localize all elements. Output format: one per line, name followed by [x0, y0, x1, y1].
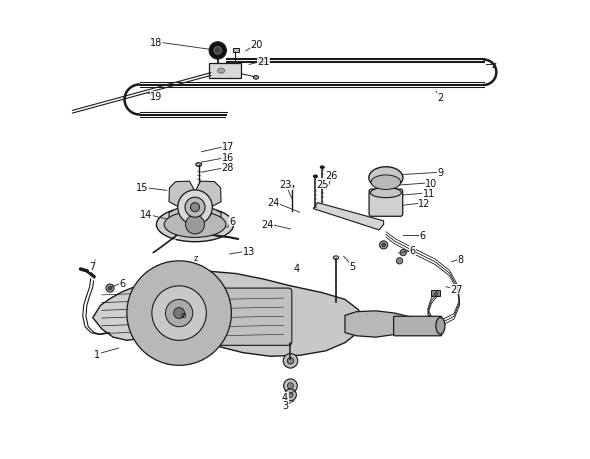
Text: 24: 24	[261, 219, 274, 229]
Ellipse shape	[290, 186, 294, 188]
Text: 26: 26	[325, 171, 337, 181]
Text: 12: 12	[418, 198, 431, 208]
Text: ø: ø	[181, 310, 186, 319]
Text: 6: 6	[119, 278, 125, 288]
Text: 21: 21	[257, 57, 270, 67]
Polygon shape	[93, 287, 165, 341]
Circle shape	[152, 286, 206, 341]
Circle shape	[106, 285, 114, 292]
Text: 15: 15	[136, 183, 148, 193]
Text: 25: 25	[316, 179, 329, 189]
FancyBboxPatch shape	[394, 317, 442, 336]
Text: 8: 8	[458, 254, 464, 264]
Text: 23: 23	[280, 180, 292, 190]
Polygon shape	[191, 204, 221, 234]
Text: 6: 6	[419, 230, 425, 241]
Text: 2: 2	[437, 93, 444, 103]
Polygon shape	[313, 203, 384, 230]
Text: 3: 3	[282, 400, 288, 410]
Circle shape	[214, 47, 222, 55]
Text: 7: 7	[90, 262, 96, 272]
Text: 24: 24	[267, 197, 280, 207]
Ellipse shape	[314, 176, 317, 178]
Ellipse shape	[196, 163, 202, 167]
Circle shape	[178, 190, 212, 225]
Circle shape	[108, 286, 112, 290]
Text: 9: 9	[437, 168, 444, 178]
Circle shape	[223, 226, 231, 233]
Ellipse shape	[218, 69, 225, 74]
Ellipse shape	[436, 318, 445, 335]
Text: 14: 14	[140, 210, 152, 219]
Text: 4: 4	[282, 392, 288, 402]
Ellipse shape	[253, 76, 258, 80]
Circle shape	[382, 244, 385, 247]
FancyBboxPatch shape	[369, 190, 403, 217]
Circle shape	[288, 392, 293, 397]
Text: 13: 13	[242, 246, 255, 256]
Text: 6: 6	[230, 216, 235, 226]
Polygon shape	[345, 311, 413, 337]
Text: 19: 19	[150, 92, 162, 102]
Polygon shape	[163, 271, 362, 357]
Bar	[431, 290, 440, 297]
Circle shape	[379, 241, 388, 249]
Circle shape	[284, 379, 297, 393]
Text: 16: 16	[222, 153, 234, 163]
Circle shape	[283, 354, 298, 368]
Bar	[233, 49, 239, 53]
Circle shape	[287, 358, 294, 364]
Circle shape	[287, 383, 293, 389]
Text: 28: 28	[222, 163, 234, 173]
Ellipse shape	[369, 168, 403, 189]
Circle shape	[165, 300, 193, 327]
Circle shape	[173, 308, 185, 319]
Ellipse shape	[371, 175, 401, 190]
FancyBboxPatch shape	[209, 64, 241, 79]
Text: 5: 5	[350, 262, 356, 272]
Ellipse shape	[164, 212, 226, 238]
Text: 20: 20	[250, 40, 263, 50]
Polygon shape	[169, 204, 199, 234]
Circle shape	[400, 250, 407, 256]
Text: z: z	[491, 61, 496, 70]
Circle shape	[191, 203, 199, 212]
Ellipse shape	[156, 208, 234, 242]
Text: 17: 17	[222, 141, 234, 151]
FancyBboxPatch shape	[205, 288, 292, 346]
Polygon shape	[191, 182, 221, 211]
Circle shape	[396, 258, 403, 264]
Text: 18: 18	[150, 38, 162, 48]
Text: 6: 6	[409, 246, 415, 256]
Circle shape	[127, 261, 231, 365]
Circle shape	[284, 389, 296, 401]
Circle shape	[185, 215, 205, 235]
Text: z: z	[194, 253, 198, 262]
Circle shape	[185, 198, 205, 218]
Text: 4: 4	[293, 263, 300, 273]
Text: 1: 1	[94, 349, 100, 359]
Ellipse shape	[182, 205, 208, 211]
Circle shape	[209, 43, 227, 60]
Ellipse shape	[320, 167, 324, 169]
Ellipse shape	[333, 256, 339, 260]
Polygon shape	[169, 182, 199, 211]
Text: 11: 11	[423, 188, 435, 198]
Text: 10: 10	[425, 178, 437, 188]
Ellipse shape	[371, 188, 401, 198]
Text: 27: 27	[450, 285, 463, 294]
